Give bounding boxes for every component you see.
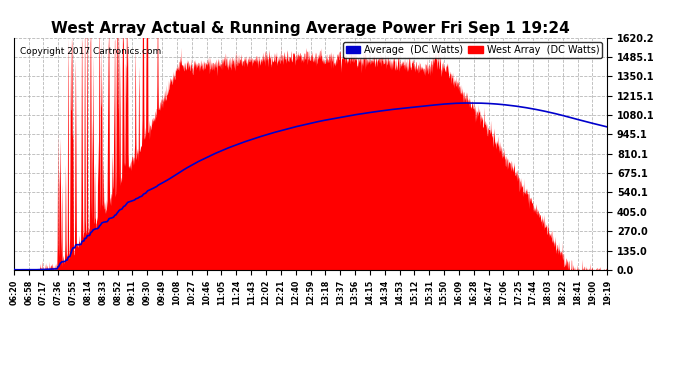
Text: Copyright 2017 Cartronics.com: Copyright 2017 Cartronics.com <box>20 47 161 56</box>
Legend: Average  (DC Watts), West Array  (DC Watts): Average (DC Watts), West Array (DC Watts… <box>343 42 602 58</box>
Title: West Array Actual & Running Average Power Fri Sep 1 19:24: West Array Actual & Running Average Powe… <box>51 21 570 36</box>
